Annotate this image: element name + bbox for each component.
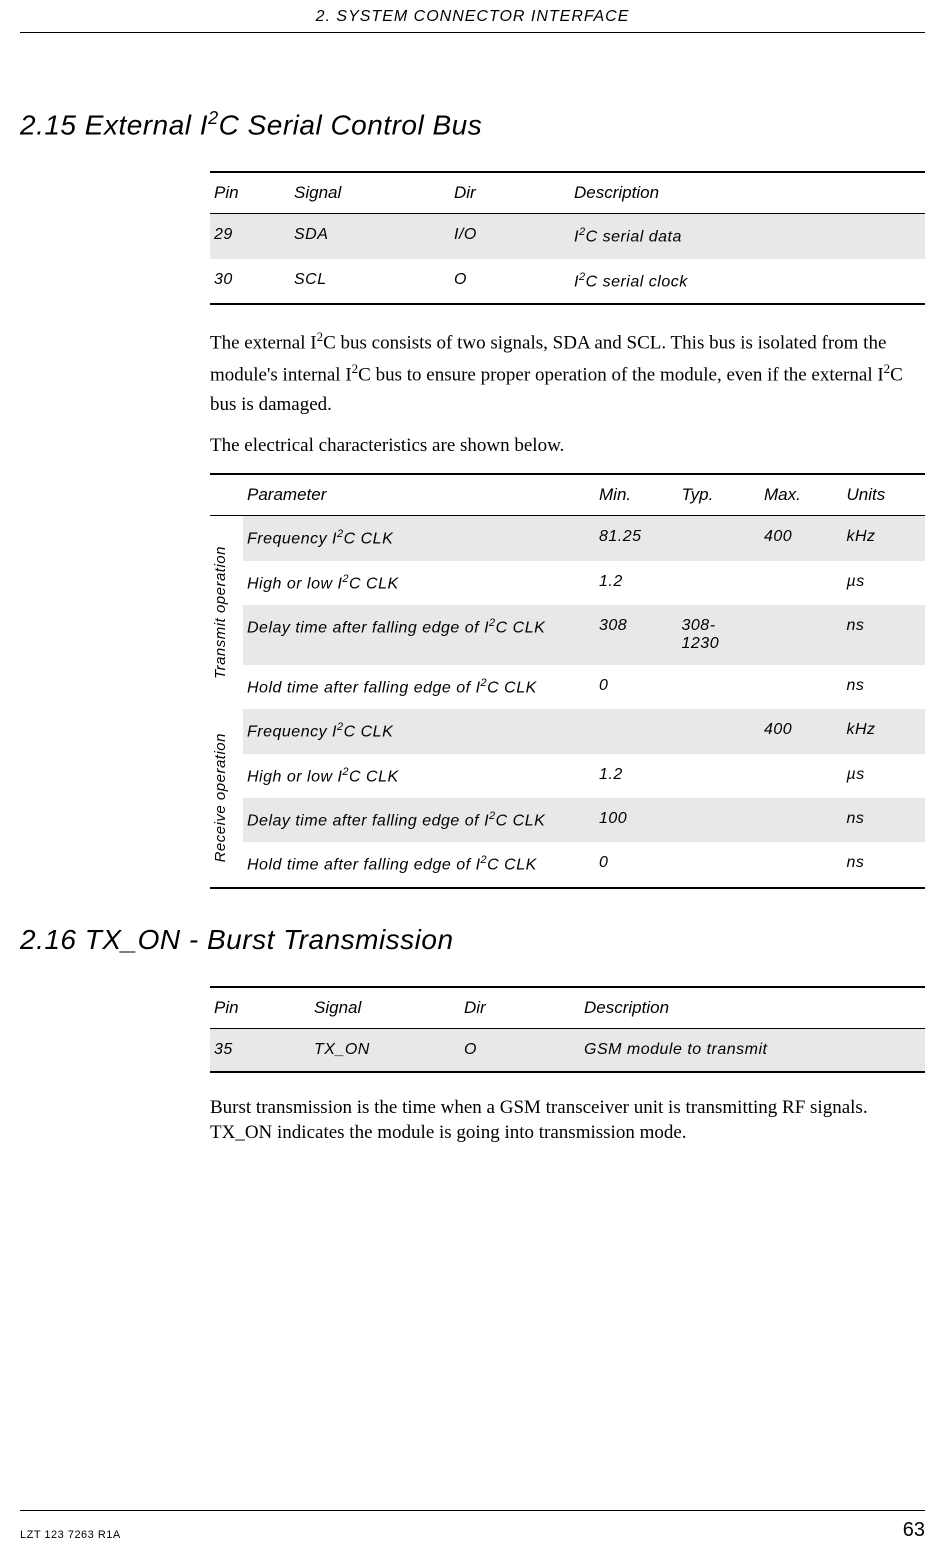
- page-content: 2.15 External I2C Serial Control Bus Pin…: [0, 108, 945, 1146]
- col-pin: Pin: [210, 987, 310, 1029]
- table-row: High or low I2C CLK 1.2 µs: [210, 561, 925, 605]
- col-signal: Signal: [290, 172, 450, 214]
- col-pin: Pin: [210, 172, 290, 214]
- table-row: 29 SDA I/O I2C serial data: [210, 214, 925, 259]
- group-label-receive: Receive operation: [210, 709, 243, 887]
- col-dir: Dir: [450, 172, 570, 214]
- table-row: Delay time after falling edge of I2C CLK…: [210, 798, 925, 842]
- col-desc: Description: [570, 172, 925, 214]
- table-row: Delay time after falling edge of I2C CLK…: [210, 605, 925, 665]
- para-216: Burst transmission is the time when a GS…: [210, 1095, 925, 1146]
- table-row: Hold time after falling edge of I2C CLK …: [210, 842, 925, 887]
- col-desc: Description: [580, 987, 925, 1029]
- table-header-row: Pin Signal Dir Description: [210, 172, 925, 214]
- pin-table-215: Pin Signal Dir Description 29 SDA I/O I2…: [210, 171, 925, 305]
- para-215-2: The electrical characteristics are shown…: [210, 431, 925, 461]
- table-row: Transmit operation Frequency I2C CLK 81.…: [210, 516, 925, 561]
- params-table-215: Parameter Min. Typ. Max. Units Transmit …: [210, 473, 925, 888]
- group-label-transmit: Transmit operation: [210, 516, 243, 709]
- section-216-title: 2.16 TX_ON - Burst Transmission: [20, 924, 925, 956]
- table-row: 35 TX_ON O GSM module to transmit: [210, 1028, 925, 1072]
- col-units: Units: [843, 474, 926, 516]
- footer-page-number: 63: [903, 1519, 925, 1542]
- table-row: High or low I2C CLK 1.2 µs: [210, 754, 925, 798]
- page-header: 2. SYSTEM CONNECTOR INTERFACE: [20, 0, 925, 33]
- table-row: Hold time after falling edge of I2C CLK …: [210, 665, 925, 709]
- col-min: Min.: [595, 474, 678, 516]
- pin-table-216: Pin Signal Dir Description 35 TX_ON O GS…: [210, 986, 925, 1073]
- col-typ: Typ.: [678, 474, 761, 516]
- col-max: Max.: [760, 474, 843, 516]
- table-row: Receive operation Frequency I2C CLK 400 …: [210, 709, 925, 753]
- col-parameter: Parameter: [243, 474, 595, 516]
- table-header-row: Pin Signal Dir Description: [210, 987, 925, 1029]
- para-215-1: The external I2C bus consists of two sig…: [210, 327, 925, 421]
- col-dir: Dir: [460, 987, 580, 1029]
- page-footer: LZT 123 7263 R1A 63: [20, 1510, 925, 1542]
- footer-doc-id: LZT 123 7263 R1A: [20, 1529, 121, 1541]
- table-header-row: Parameter Min. Typ. Max. Units: [210, 474, 925, 516]
- table-row: 30 SCL O I2C serial clock: [210, 259, 925, 304]
- col-signal: Signal: [310, 987, 460, 1029]
- section-215-title: 2.15 External I2C Serial Control Bus: [20, 108, 925, 141]
- header-title: 2. SYSTEM CONNECTOR INTERFACE: [316, 8, 630, 25]
